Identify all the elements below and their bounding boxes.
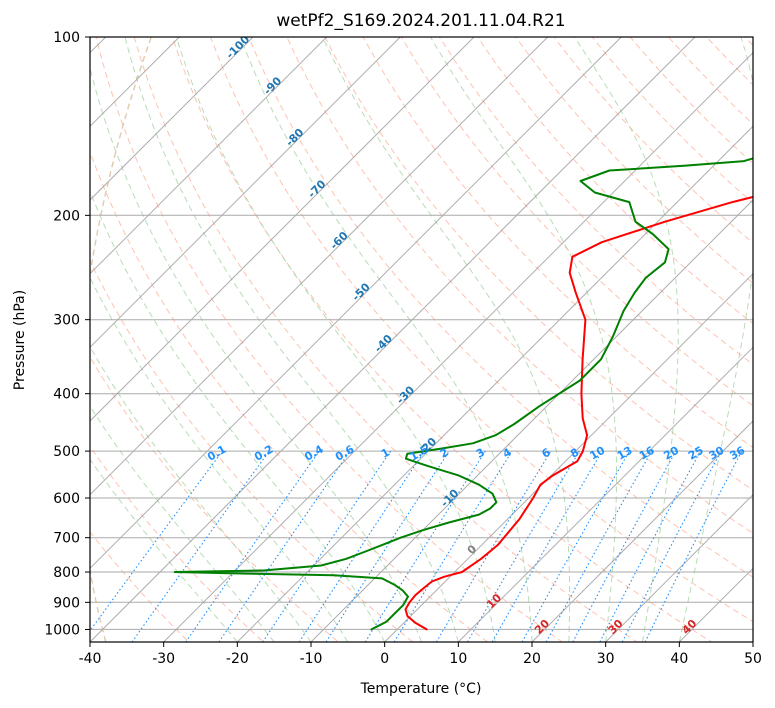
x-tick-label: 50 [744, 651, 762, 667]
y-tick-label: 500 [53, 444, 80, 460]
isotherm-line [310, 199, 753, 642]
reference-curve-line [90, 37, 152, 642]
isotherm-line [90, 37, 401, 349]
isotherm-line [90, 37, 254, 201]
x-tick-label: 10 [449, 651, 467, 667]
dry-adiabat-line [90, 150, 489, 642]
moist-adiabat-line [90, 189, 386, 642]
y-tick-label: 700 [53, 531, 80, 547]
mixing-ratio-line [298, 450, 425, 642]
mixing-ratio-line [218, 450, 351, 642]
mixing-ratio-line [572, 450, 677, 642]
dry-adiabat-line [515, 37, 753, 284]
moist-adiabat-line [574, 37, 679, 642]
isotherm-line [163, 51, 753, 642]
isotherm-line [236, 125, 753, 642]
moist-adiabat-line [430, 37, 617, 642]
y-tick-label: 600 [53, 491, 80, 507]
dry-adiabat-line [90, 259, 414, 642]
moist-adiabat-line [90, 276, 349, 642]
isotherm-line [90, 37, 696, 642]
dry-adiabat-line [90, 531, 190, 642]
isotherm-line [605, 493, 753, 642]
isotherm-line [90, 37, 328, 275]
moist-adiabat-line [239, 37, 533, 642]
mixing-ratio-line [262, 450, 392, 642]
isotherm-line [90, 37, 475, 422]
y-tick-label: 400 [53, 387, 80, 403]
x-tick-label: 0 [380, 651, 389, 667]
moist-adiabat-line [124, 37, 459, 642]
x-axis-label: Temperature (°C) [360, 681, 482, 697]
y-tick-label: 1000 [44, 622, 80, 638]
dry-adiabat-line [324, 37, 753, 491]
data-series [173, 157, 753, 631]
isotherm-line [457, 346, 753, 642]
chart-title: wetPf2_S169.2024.201.11.04.R21 [276, 11, 565, 31]
dry-adiabat-line [133, 37, 638, 642]
x-tick-label: -40 [79, 651, 102, 667]
mixing-ratio-line [644, 450, 743, 642]
dry-adiabat-line [90, 356, 339, 642]
y-tick-label: 200 [53, 208, 80, 224]
x-tick-label: -30 [152, 651, 175, 667]
mixing-ratio-line [545, 450, 653, 642]
axis-ticks: -40 -30 -20 -10 0 10 20 30 40 50 1000 900 800 700 600 5… [44, 30, 762, 667]
mixing-ratio-line [521, 450, 630, 642]
y-axis-label: Pressure (hPa) [12, 290, 28, 390]
x-tick-label: 40 [670, 651, 688, 667]
isotherm-line [531, 420, 753, 642]
x-tick-label: -10 [300, 651, 323, 667]
x-tick-label: 20 [523, 651, 541, 667]
isotherm-line [384, 272, 753, 642]
y-tick-label: 300 [53, 313, 80, 329]
moist-adiabat-line [90, 405, 275, 642]
y-tick-label: 800 [53, 565, 80, 581]
x-tick-label: 30 [597, 651, 615, 667]
dry-adiabat-line [362, 37, 753, 449]
dry-adiabat-line [248, 37, 753, 578]
mixing-ratio-line [325, 450, 450, 642]
mixing-ratio-line [393, 450, 513, 642]
moist-adiabat-line [90, 458, 238, 642]
dry-adiabat-line [95, 37, 564, 642]
mixing-ratio-line [185, 450, 320, 642]
background-lines [90, 37, 753, 642]
y-tick-label: 900 [53, 595, 80, 611]
moist-adiabat-line [322, 37, 571, 642]
moist-adiabat-line [175, 37, 496, 642]
plot-frame [89, 36, 754, 643]
dry-adiabat-line [90, 445, 265, 642]
moist-adiabat-line [678, 37, 753, 642]
dry-adiabat-line [209, 37, 753, 623]
dewpoint-line [173, 157, 753, 631]
mixing-ratio-line [131, 450, 270, 642]
x-tick-label: -20 [226, 651, 249, 667]
mixing-ratio-line [90, 450, 223, 632]
temperature-line [404, 195, 753, 631]
y-tick-label: 100 [53, 30, 80, 46]
dry-adiabat-line [171, 37, 713, 642]
isotherm-line [90, 37, 622, 570]
isotherm-line [90, 37, 549, 496]
moist-adiabat-line [90, 65, 422, 642]
